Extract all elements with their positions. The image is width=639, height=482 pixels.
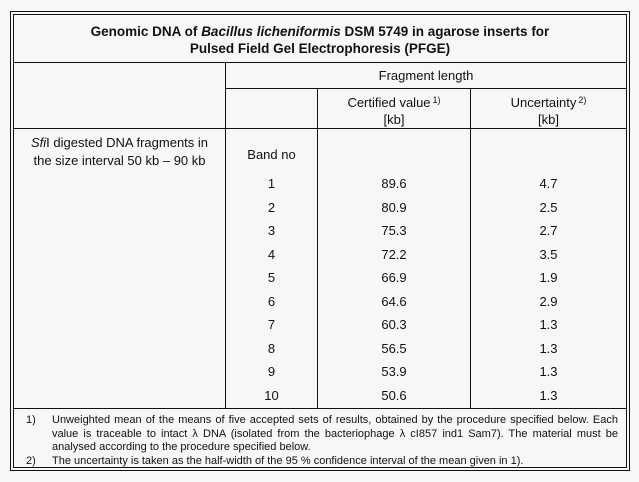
uncertainty-value: 3.5 — [539, 246, 558, 262]
certified-value-label: Certified value — [347, 95, 431, 110]
certified-value-footnote-ref: 1) — [432, 95, 441, 105]
band-number: 7 — [267, 317, 276, 333]
band-number: 9 — [267, 364, 276, 380]
title-species-name: Bacillus licheniformis — [201, 24, 341, 39]
band-column-header: Band no — [247, 146, 296, 162]
uncertainty-value: 2.7 — [539, 223, 558, 239]
uncertainty-unit: [kb] — [538, 112, 559, 127]
uncertainty-label: Uncertainty — [510, 95, 577, 110]
footnote-2: 2) The uncertainty is taken as the half-… — [24, 455, 618, 468]
uncertainty-footnote-ref: 2) — [578, 95, 587, 105]
footnote-1: 1) Unweighted mean of the means of five … — [24, 414, 618, 455]
certificate-table-frame: Genomic DNA of Bacillus licheniformis DS… — [10, 11, 630, 471]
band-number: 8 — [267, 340, 276, 356]
band-number: 6 — [267, 293, 276, 309]
title-line2: Pulsed Field Gel Electrophoresis (PFGE) — [189, 41, 451, 56]
uncertainty-value: 1.3 — [539, 317, 558, 333]
band-number: 5 — [267, 270, 276, 286]
band-number: 10 — [264, 387, 279, 403]
band-number: 3 — [267, 223, 276, 239]
footnote-2-label: 2) — [26, 454, 36, 467]
certified-value-header: Certified value 1) [kb] — [318, 89, 471, 129]
sample-description-line1: SfiI digested DNA fragments in — [14, 134, 225, 152]
uncertainty-value: 4.7 — [539, 176, 558, 192]
band-number: 2 — [267, 199, 276, 215]
band-number: 1 — [267, 176, 276, 192]
band-header-spacer-cell — [226, 89, 318, 129]
certified-value-list: 89.6 80.9 75.3 72.2 66.9 64.6 60.3 56.5 … — [318, 172, 470, 407]
uncertainty-value: 1.3 — [539, 387, 558, 403]
enzyme-name-italic: Sfi — [30, 135, 47, 150]
document-title: Genomic DNA of Bacillus licheniformis DS… — [14, 15, 626, 63]
certified-value: 75.3 — [381, 223, 407, 239]
uncertainty-value: 2.9 — [539, 293, 558, 309]
title-line1-prefix: Genomic DNA of — [90, 24, 202, 39]
uncertainty-label-line: Uncertainty 2) — [471, 95, 626, 112]
certified-value-unit: [kb] — [383, 112, 405, 127]
certified-value: 53.9 — [381, 364, 407, 380]
fragment-length-header: Fragment length — [226, 63, 626, 89]
uncertainty-header: Uncertainty 2) [kb] — [471, 89, 626, 129]
sample-description-line1-rest: I digested DNA fragments in — [46, 135, 209, 150]
sample-description-line2: the size interval 50 kb – 90 kb — [33, 153, 206, 168]
certified-value-column: 89.6 80.9 75.3 72.2 66.9 64.6 60.3 56.5 … — [318, 129, 471, 408]
footnote-2-text: The uncertainty is taken as the half-wid… — [52, 454, 524, 467]
uncertainty-list: 4.7 2.5 2.7 3.5 1.9 2.9 1.3 1.3 1.3 — [471, 172, 626, 407]
footnotes-section: 1) Unweighted mean of the means of five … — [14, 408, 626, 467]
certified-value: 89.6 — [381, 176, 407, 192]
fragment-length-label: Fragment length — [378, 68, 474, 83]
band-number-list: 1 2 3 4 5 6 7 8 9 10 — [226, 172, 317, 407]
uncertainty-value: 2.5 — [539, 199, 558, 215]
certificate-table: Genomic DNA of Bacillus licheniformis DS… — [13, 14, 627, 468]
title-line1-suffix: DSM 5749 in agarose inserts for — [340, 24, 550, 39]
footnote-1-label: 1) — [26, 414, 36, 426]
certified-value: 50.6 — [381, 387, 407, 403]
band-number: 4 — [267, 246, 276, 262]
certified-value: 64.6 — [381, 293, 407, 309]
certified-value: 56.5 — [381, 340, 407, 356]
band-number-column: Band no 1 2 3 4 5 6 7 8 — [226, 129, 318, 408]
certified-value: 72.2 — [381, 246, 407, 262]
sample-description-cell: SfiI digested DNA fragments in the size … — [14, 129, 226, 408]
uncertainty-value: 1.3 — [539, 364, 558, 380]
certified-value-label-line: Certified value 1) — [318, 95, 470, 112]
header-spacer-cell — [14, 63, 226, 129]
uncertainty-column: 4.7 2.5 2.7 3.5 1.9 2.9 1.3 1.3 1.3 — [471, 129, 626, 408]
uncertainty-value: 1.9 — [539, 270, 558, 286]
certified-value: 80.9 — [381, 199, 407, 215]
title-line1: Genomic DNA of Bacillus licheniformis DS… — [14, 23, 626, 40]
uncertainty-value: 1.3 — [539, 340, 558, 356]
footnote-1-text: Unweighted mean of the means of five acc… — [52, 414, 618, 453]
certified-value: 66.9 — [381, 270, 407, 286]
certified-value: 60.3 — [381, 317, 407, 333]
